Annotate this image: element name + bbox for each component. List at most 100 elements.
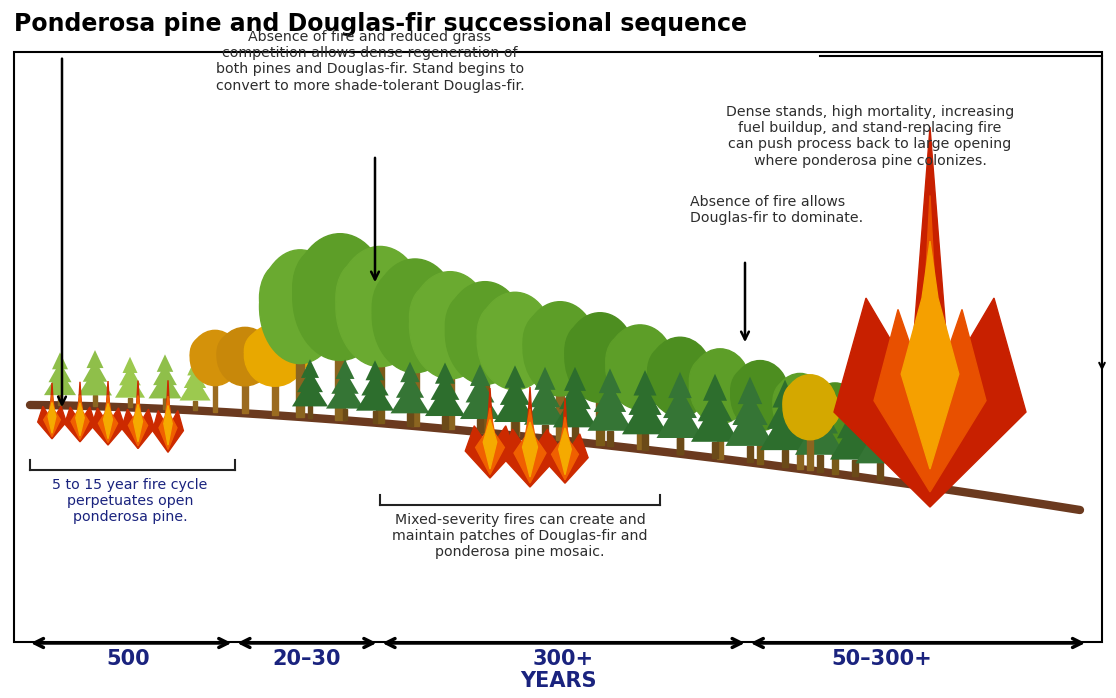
Polygon shape bbox=[797, 431, 802, 469]
Ellipse shape bbox=[356, 257, 404, 312]
Ellipse shape bbox=[647, 337, 712, 417]
Polygon shape bbox=[187, 359, 203, 376]
Polygon shape bbox=[795, 413, 845, 455]
Ellipse shape bbox=[292, 234, 387, 360]
Ellipse shape bbox=[797, 389, 829, 427]
Ellipse shape bbox=[241, 341, 276, 376]
Text: Mixed-severity fires can create and
maintain patches of Douglas-fir and
ponderos: Mixed-severity fires can create and main… bbox=[392, 513, 647, 559]
Ellipse shape bbox=[690, 357, 723, 403]
Polygon shape bbox=[716, 415, 723, 459]
Polygon shape bbox=[587, 393, 633, 431]
Ellipse shape bbox=[478, 304, 519, 364]
Polygon shape bbox=[366, 360, 385, 380]
Polygon shape bbox=[483, 419, 497, 469]
Polygon shape bbox=[760, 408, 810, 450]
Ellipse shape bbox=[336, 246, 424, 366]
Ellipse shape bbox=[565, 313, 635, 403]
Ellipse shape bbox=[757, 378, 792, 418]
Polygon shape bbox=[732, 392, 768, 425]
Ellipse shape bbox=[731, 361, 789, 431]
Polygon shape bbox=[478, 419, 482, 432]
Polygon shape bbox=[676, 408, 683, 454]
Ellipse shape bbox=[556, 324, 600, 379]
Ellipse shape bbox=[295, 277, 345, 343]
Polygon shape bbox=[391, 383, 430, 413]
Ellipse shape bbox=[596, 334, 638, 387]
Polygon shape bbox=[52, 352, 68, 369]
Polygon shape bbox=[396, 373, 424, 398]
Ellipse shape bbox=[647, 346, 684, 395]
Polygon shape bbox=[373, 410, 377, 423]
Ellipse shape bbox=[773, 381, 804, 421]
Polygon shape bbox=[551, 417, 578, 480]
Polygon shape bbox=[407, 413, 413, 426]
Polygon shape bbox=[556, 385, 564, 440]
Polygon shape bbox=[874, 195, 987, 492]
Polygon shape bbox=[71, 395, 89, 440]
Polygon shape bbox=[542, 398, 588, 483]
Polygon shape bbox=[843, 389, 867, 417]
Polygon shape bbox=[559, 380, 590, 409]
Polygon shape bbox=[628, 385, 662, 415]
Polygon shape bbox=[511, 378, 519, 436]
Polygon shape bbox=[863, 410, 897, 443]
Ellipse shape bbox=[190, 330, 240, 385]
Polygon shape bbox=[677, 438, 683, 454]
Ellipse shape bbox=[375, 275, 429, 346]
Polygon shape bbox=[164, 406, 172, 445]
Polygon shape bbox=[535, 367, 556, 389]
Polygon shape bbox=[401, 362, 420, 383]
Polygon shape bbox=[802, 400, 838, 433]
Ellipse shape bbox=[807, 390, 839, 429]
Polygon shape bbox=[301, 359, 319, 378]
Polygon shape bbox=[807, 432, 812, 470]
Polygon shape bbox=[691, 401, 739, 442]
Polygon shape bbox=[636, 400, 644, 449]
Polygon shape bbox=[599, 369, 622, 393]
Polygon shape bbox=[119, 366, 141, 385]
Polygon shape bbox=[292, 378, 328, 406]
Polygon shape bbox=[465, 388, 514, 478]
Polygon shape bbox=[76, 403, 84, 436]
Polygon shape bbox=[335, 346, 345, 420]
Ellipse shape bbox=[510, 315, 557, 373]
Polygon shape bbox=[634, 370, 656, 396]
Polygon shape bbox=[38, 383, 66, 439]
Polygon shape bbox=[698, 389, 732, 422]
Polygon shape bbox=[44, 395, 60, 436]
Polygon shape bbox=[93, 396, 97, 406]
Polygon shape bbox=[160, 396, 177, 450]
Polygon shape bbox=[512, 422, 518, 436]
Polygon shape bbox=[554, 391, 597, 427]
Polygon shape bbox=[460, 386, 500, 419]
Ellipse shape bbox=[606, 325, 674, 410]
Polygon shape bbox=[44, 369, 76, 395]
Ellipse shape bbox=[565, 323, 604, 378]
Ellipse shape bbox=[703, 355, 737, 389]
Polygon shape bbox=[738, 377, 762, 404]
Polygon shape bbox=[747, 446, 753, 462]
Polygon shape bbox=[877, 463, 883, 480]
Text: 300+: 300+ bbox=[533, 649, 594, 669]
Ellipse shape bbox=[334, 264, 392, 338]
Ellipse shape bbox=[690, 349, 751, 424]
Polygon shape bbox=[830, 417, 881, 459]
Polygon shape bbox=[902, 241, 959, 469]
Ellipse shape bbox=[410, 272, 491, 379]
Polygon shape bbox=[431, 374, 460, 400]
Polygon shape bbox=[122, 380, 154, 449]
Polygon shape bbox=[656, 398, 703, 438]
Polygon shape bbox=[128, 398, 132, 408]
Ellipse shape bbox=[392, 269, 439, 321]
Polygon shape bbox=[308, 406, 312, 417]
Polygon shape bbox=[522, 422, 538, 477]
Polygon shape bbox=[156, 355, 173, 372]
Polygon shape bbox=[148, 372, 182, 399]
Text: Absence of fire and reduced grass
competition allows dense regeneration of
both : Absence of fire and reduced grass compet… bbox=[215, 30, 525, 93]
Ellipse shape bbox=[218, 327, 273, 386]
Polygon shape bbox=[48, 403, 56, 433]
Ellipse shape bbox=[731, 369, 763, 412]
Polygon shape bbox=[331, 371, 358, 394]
Polygon shape bbox=[502, 387, 558, 487]
Polygon shape bbox=[504, 365, 526, 388]
